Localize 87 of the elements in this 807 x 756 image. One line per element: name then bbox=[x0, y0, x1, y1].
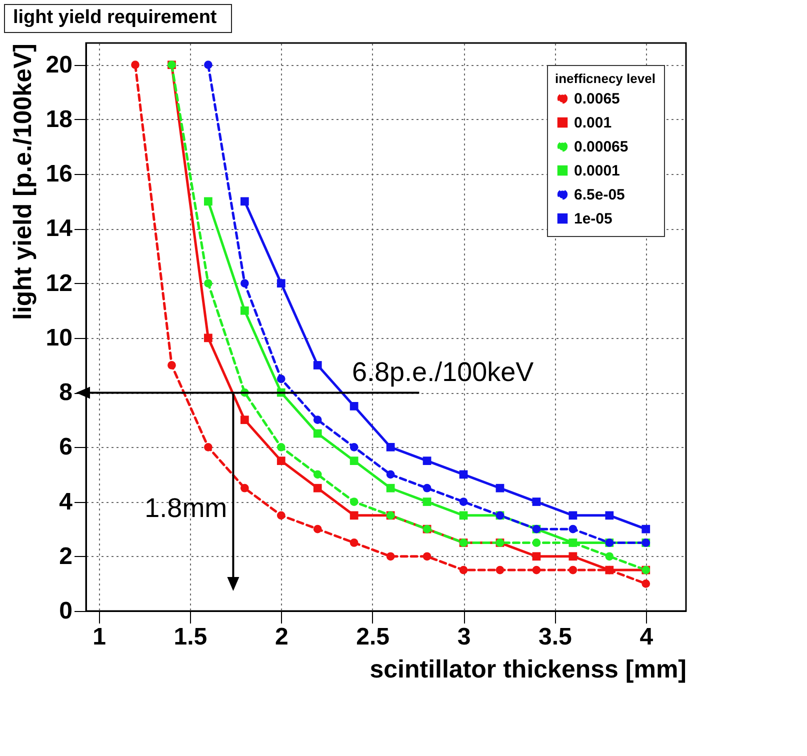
point bbox=[313, 416, 322, 424]
point bbox=[240, 197, 249, 206]
y-tick-label: 2 bbox=[59, 542, 72, 570]
point bbox=[459, 511, 468, 520]
point bbox=[386, 484, 395, 492]
point bbox=[350, 456, 358, 465]
point bbox=[496, 484, 504, 492]
point bbox=[204, 279, 212, 288]
point bbox=[204, 60, 212, 70]
legend-title: inefficnecy level bbox=[555, 71, 656, 86]
x-tick-label: 1 bbox=[92, 624, 106, 650]
point bbox=[459, 498, 468, 506]
point bbox=[240, 279, 249, 288]
y-tick-label: 18 bbox=[46, 106, 72, 133]
x-tick-label: 4 bbox=[640, 624, 654, 650]
point bbox=[496, 566, 504, 574]
point bbox=[276, 374, 286, 384]
point bbox=[422, 552, 432, 561]
point bbox=[240, 306, 249, 315]
point bbox=[422, 484, 432, 492]
point bbox=[313, 470, 322, 479]
y-tick-label: 4 bbox=[59, 488, 74, 516]
point bbox=[459, 566, 468, 574]
point bbox=[532, 538, 541, 547]
legend-label: 0.001 bbox=[574, 114, 612, 132]
y-tick-label: 12 bbox=[46, 270, 72, 297]
point bbox=[532, 552, 541, 561]
point bbox=[313, 361, 322, 370]
point bbox=[350, 538, 358, 547]
point bbox=[276, 511, 286, 520]
point bbox=[276, 442, 286, 452]
point bbox=[350, 442, 358, 452]
y-axis-title: light yield [p.e./100keV] bbox=[8, 44, 37, 320]
point bbox=[568, 538, 578, 547]
x-tick-label: 2 bbox=[274, 624, 288, 650]
point bbox=[313, 429, 322, 438]
point bbox=[568, 552, 578, 561]
point bbox=[240, 484, 249, 492]
x-tick-label: 3 bbox=[457, 624, 471, 650]
x-tick-label: 3.5 bbox=[538, 624, 572, 650]
point bbox=[605, 511, 614, 520]
y-tick-label: 14 bbox=[46, 215, 74, 242]
y-tick-label: 16 bbox=[46, 160, 72, 188]
y-tick-label: 0 bbox=[59, 598, 72, 624]
point bbox=[386, 442, 395, 452]
y-tick-label: 6 bbox=[59, 434, 72, 461]
point bbox=[605, 566, 614, 574]
point bbox=[532, 566, 541, 574]
annotation: 6.8p.e./100keV bbox=[352, 356, 534, 387]
point bbox=[204, 334, 212, 342]
point bbox=[568, 524, 578, 534]
point bbox=[422, 498, 432, 506]
legend-label: 1e-05 bbox=[574, 210, 612, 228]
x-tick-label: 2.5 bbox=[356, 624, 390, 650]
point bbox=[605, 552, 614, 561]
legend-label: 6.5e-05 bbox=[574, 186, 625, 204]
chart-title: light yield requirement bbox=[4, 4, 232, 33]
point bbox=[459, 470, 468, 479]
point bbox=[386, 552, 395, 561]
point bbox=[350, 402, 358, 410]
point bbox=[240, 416, 249, 424]
point bbox=[204, 197, 212, 206]
legend-label: 0.0001 bbox=[574, 162, 620, 180]
point bbox=[386, 470, 395, 479]
point bbox=[568, 511, 578, 520]
point bbox=[276, 456, 286, 465]
point bbox=[350, 511, 358, 520]
point bbox=[642, 524, 650, 534]
point bbox=[313, 524, 322, 534]
point bbox=[532, 498, 541, 506]
legend-label: 0.0065 bbox=[574, 90, 620, 108]
point bbox=[422, 456, 432, 465]
y-tick-label: 20 bbox=[46, 51, 72, 78]
point bbox=[204, 442, 212, 452]
point bbox=[568, 566, 578, 574]
point bbox=[350, 498, 358, 506]
x-tick-label: 1.5 bbox=[174, 624, 208, 650]
point bbox=[313, 484, 322, 492]
point bbox=[276, 279, 286, 288]
point bbox=[131, 60, 140, 70]
y-tick-label: 8 bbox=[59, 379, 72, 406]
legend-label: 0.00065 bbox=[574, 138, 628, 156]
x-axis-title: scintillator thickenss [mm] bbox=[370, 656, 686, 684]
point bbox=[642, 580, 650, 588]
point bbox=[168, 361, 176, 370]
y-tick-label: 10 bbox=[46, 324, 72, 352]
annotation: 1.8mm bbox=[144, 493, 228, 524]
